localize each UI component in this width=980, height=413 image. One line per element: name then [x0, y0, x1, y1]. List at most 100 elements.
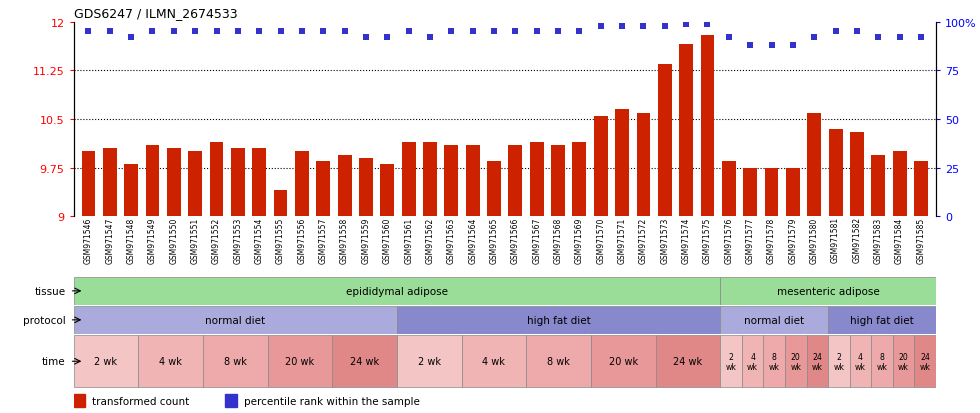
- Bar: [397, 336, 462, 387]
- Bar: [551, 146, 565, 217]
- Text: GSM971569: GSM971569: [575, 217, 584, 263]
- Text: GSM971551: GSM971551: [191, 217, 200, 263]
- Point: [252, 29, 268, 36]
- Bar: [252, 149, 267, 217]
- Bar: [828, 336, 850, 387]
- Bar: [338, 155, 352, 217]
- Text: GSM971584: GSM971584: [895, 217, 905, 263]
- Bar: [591, 336, 656, 387]
- Text: 8
wk: 8 wk: [768, 352, 780, 371]
- Bar: [74, 306, 397, 334]
- Point: [529, 29, 545, 36]
- Point: [700, 21, 715, 28]
- Bar: [423, 142, 437, 217]
- Bar: [146, 146, 160, 217]
- Text: GSM971550: GSM971550: [170, 217, 178, 263]
- Text: GSM971582: GSM971582: [853, 217, 861, 263]
- Point: [571, 29, 587, 36]
- Text: transformed count: transformed count: [92, 396, 190, 406]
- Text: GSM971578: GSM971578: [767, 217, 776, 263]
- Text: GSM971557: GSM971557: [318, 217, 327, 263]
- Text: 4 wk: 4 wk: [482, 356, 506, 366]
- Text: mesenteric adipose: mesenteric adipose: [777, 286, 879, 296]
- Bar: [103, 149, 117, 217]
- Text: 20 wk: 20 wk: [285, 356, 315, 366]
- Point: [678, 21, 694, 28]
- Text: GSM971555: GSM971555: [276, 217, 285, 263]
- Point: [123, 35, 139, 42]
- Bar: [74, 336, 138, 387]
- Text: 4
wk: 4 wk: [855, 352, 866, 371]
- Bar: [124, 165, 138, 217]
- Text: 20 wk: 20 wk: [609, 356, 638, 366]
- Text: 8 wk: 8 wk: [223, 356, 247, 366]
- Text: GSM971560: GSM971560: [383, 217, 392, 263]
- Point: [230, 29, 246, 36]
- Text: epididymal adipose: epididymal adipose: [346, 286, 448, 296]
- Bar: [850, 336, 871, 387]
- Bar: [807, 336, 828, 387]
- Text: GDS6247 / ILMN_2674533: GDS6247 / ILMN_2674533: [74, 7, 237, 20]
- Bar: [594, 116, 608, 217]
- Point: [508, 29, 523, 36]
- Point: [316, 29, 331, 36]
- Text: 8 wk: 8 wk: [547, 356, 570, 366]
- Point: [272, 29, 288, 36]
- Bar: [637, 113, 651, 217]
- Bar: [530, 142, 544, 217]
- Bar: [487, 162, 501, 217]
- Point: [166, 29, 181, 36]
- Bar: [615, 110, 629, 217]
- Bar: [871, 155, 885, 217]
- Bar: [295, 152, 309, 217]
- Bar: [74, 277, 720, 305]
- Text: 20
wk: 20 wk: [790, 352, 802, 371]
- Text: GSM971572: GSM971572: [639, 217, 648, 263]
- Point: [209, 29, 224, 36]
- Point: [870, 35, 886, 42]
- Point: [80, 29, 96, 36]
- Bar: [914, 336, 936, 387]
- Bar: [722, 162, 736, 217]
- Bar: [829, 130, 843, 217]
- Bar: [225, 394, 237, 407]
- Text: GSM971549: GSM971549: [148, 217, 157, 263]
- Point: [422, 35, 438, 42]
- Bar: [828, 306, 936, 334]
- Bar: [572, 142, 586, 217]
- Text: normal diet: normal diet: [205, 315, 266, 325]
- Bar: [764, 169, 778, 217]
- Text: protocol: protocol: [23, 315, 66, 325]
- Text: GSM971561: GSM971561: [404, 217, 414, 263]
- Bar: [893, 336, 914, 387]
- Bar: [203, 336, 268, 387]
- Text: GSM971580: GSM971580: [809, 217, 818, 263]
- Bar: [81, 152, 95, 217]
- Bar: [720, 277, 936, 305]
- Text: GSM971585: GSM971585: [916, 217, 925, 263]
- Bar: [444, 146, 459, 217]
- Bar: [231, 149, 245, 217]
- Point: [636, 23, 652, 30]
- Text: 20
wk: 20 wk: [898, 352, 909, 371]
- Text: GSM971562: GSM971562: [425, 217, 434, 263]
- Text: 24
wk: 24 wk: [811, 352, 823, 371]
- Bar: [268, 336, 332, 387]
- Bar: [167, 149, 180, 217]
- Bar: [273, 191, 287, 217]
- Point: [486, 29, 502, 36]
- Text: 24
wk: 24 wk: [919, 352, 931, 371]
- Point: [913, 35, 929, 42]
- Text: GSM971576: GSM971576: [724, 217, 733, 263]
- Bar: [188, 152, 202, 217]
- Text: 2
wk: 2 wk: [833, 352, 845, 371]
- Point: [849, 29, 864, 36]
- Text: GSM971565: GSM971565: [490, 217, 499, 263]
- Text: GSM971567: GSM971567: [532, 217, 541, 263]
- Text: time: time: [42, 356, 66, 366]
- Text: GSM971566: GSM971566: [511, 217, 519, 263]
- Point: [102, 29, 118, 36]
- Bar: [742, 336, 763, 387]
- Bar: [893, 152, 907, 217]
- Text: GSM971564: GSM971564: [468, 217, 477, 263]
